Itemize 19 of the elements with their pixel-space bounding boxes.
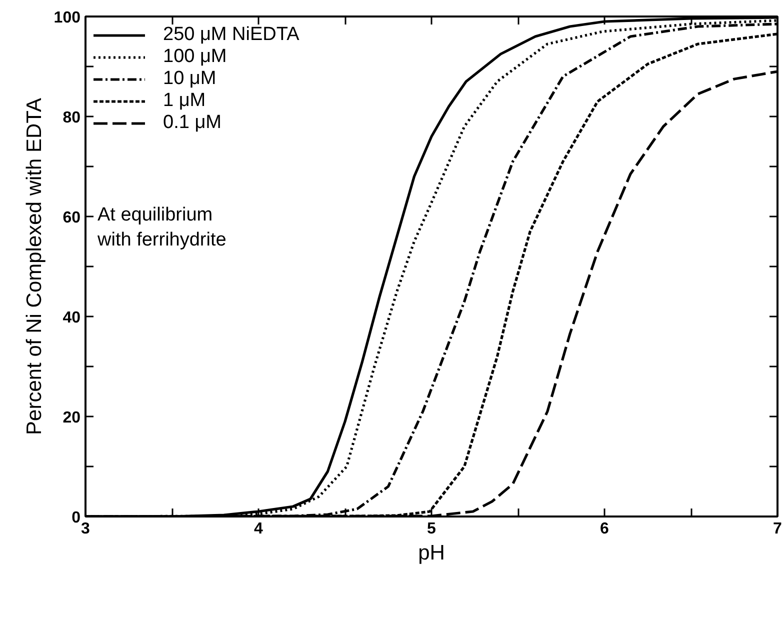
x-tick-label: 7 — [773, 520, 782, 538]
legend-label: 1 μM — [163, 90, 206, 112]
x-tick-label: 6 — [600, 520, 610, 538]
x-axis-title: pH — [418, 542, 445, 564]
legend-label: 250 μM NiEDTA — [163, 24, 300, 46]
annotation: At equilibrium with ferrihydrite — [96, 204, 226, 250]
y-tick-label: 80 — [62, 110, 81, 126]
y-tick-label: 0 — [72, 510, 81, 526]
y-tick-label: 40 — [62, 310, 81, 326]
legend-label: 10 μM — [163, 68, 216, 90]
x-tick-label: 3 — [81, 520, 90, 538]
legend-label: 100 μM — [163, 46, 227, 68]
y-tick-label: 100 — [54, 10, 81, 26]
y-axis-title: Percent of Ni Complexed with EDTA — [22, 98, 46, 435]
y-tick-label: 20 — [62, 410, 81, 426]
legend-label: 0.1 μM — [163, 112, 222, 134]
x-tick-label: 5 — [427, 520, 436, 538]
x-tick-label: 4 — [254, 520, 264, 538]
y-tick-label: 60 — [62, 210, 81, 226]
